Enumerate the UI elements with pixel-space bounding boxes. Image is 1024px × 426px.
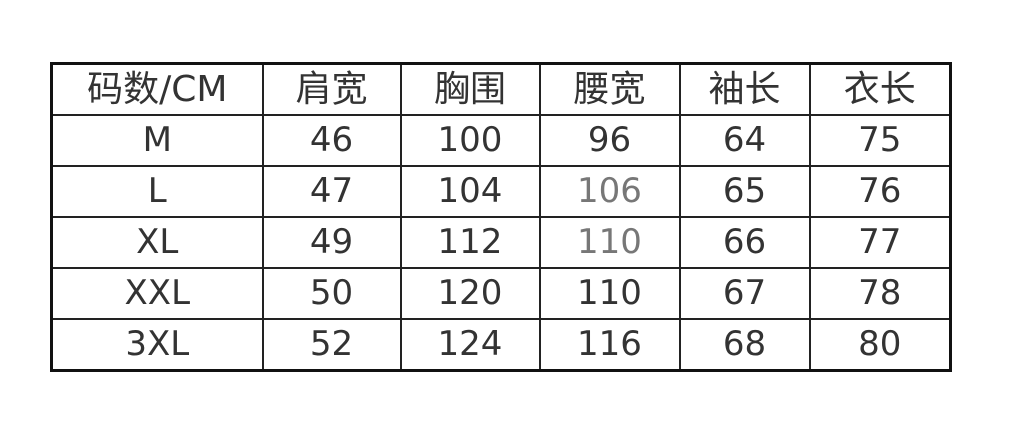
cell-size: XXL xyxy=(50,267,264,320)
cell-shoulder: 49 xyxy=(261,216,402,269)
size-chart-table: 码数/CM 肩宽 胸围 腰宽 袖长 衣长 M 46 100 96 64 75 L 47 104 1… xyxy=(50,62,952,372)
cell-size: 3XL xyxy=(50,318,264,372)
cell-waist: 106 xyxy=(538,165,681,218)
cell-length: 76 xyxy=(808,165,952,218)
cell-length: 75 xyxy=(808,114,952,167)
cell-sleeve: 66 xyxy=(678,216,811,269)
cell-chest: 100 xyxy=(399,114,541,167)
cell-sleeve: 64 xyxy=(678,114,811,167)
header-shoulder: 肩宽 xyxy=(261,62,402,116)
cell-size: L xyxy=(50,165,264,218)
header-length: 衣长 xyxy=(808,62,952,116)
cell-shoulder: 46 xyxy=(261,114,402,167)
table-row: 3XL 52 124 116 68 80 xyxy=(50,318,952,372)
cell-chest: 120 xyxy=(399,267,541,320)
cell-shoulder: 52 xyxy=(261,318,402,372)
cell-waist: 96 xyxy=(538,114,681,167)
header-row: 码数/CM 肩宽 胸围 腰宽 袖长 衣长 xyxy=(50,62,952,116)
cell-waist: 110 xyxy=(538,216,681,269)
cell-length: 80 xyxy=(808,318,952,372)
header-chest: 胸围 xyxy=(399,62,541,116)
cell-length: 78 xyxy=(808,267,952,320)
header-waist: 腰宽 xyxy=(538,62,681,116)
cell-shoulder: 47 xyxy=(261,165,402,218)
cell-waist: 116 xyxy=(538,318,681,372)
cell-sleeve: 68 xyxy=(678,318,811,372)
cell-waist: 110 xyxy=(538,267,681,320)
table-row: XL 49 112 110 66 77 xyxy=(50,216,952,269)
cell-chest: 112 xyxy=(399,216,541,269)
table-row: M 46 100 96 64 75 xyxy=(50,114,952,167)
cell-chest: 104 xyxy=(399,165,541,218)
cell-sleeve: 67 xyxy=(678,267,811,320)
header-sleeve: 袖长 xyxy=(678,62,811,116)
cell-chest: 124 xyxy=(399,318,541,372)
cell-size: XL xyxy=(50,216,264,269)
cell-size: M xyxy=(50,114,264,167)
cell-sleeve: 65 xyxy=(678,165,811,218)
header-size: 码数/CM xyxy=(50,62,264,116)
cell-length: 77 xyxy=(808,216,952,269)
table-row: L 47 104 106 65 76 xyxy=(50,165,952,218)
table-row: XXL 50 120 110 67 78 xyxy=(50,267,952,320)
cell-shoulder: 50 xyxy=(261,267,402,320)
